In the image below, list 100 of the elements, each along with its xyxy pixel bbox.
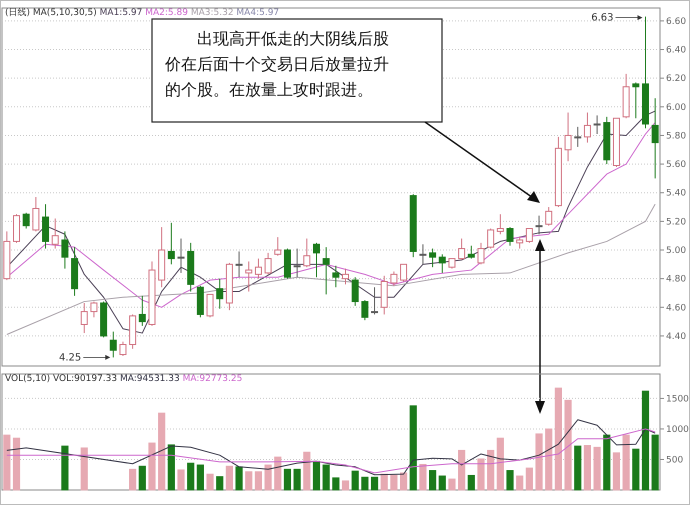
y-tick-label: 6.20: [666, 74, 686, 84]
bar: [361, 476, 368, 490]
candlestick: [564, 112, 572, 162]
bar: [526, 468, 533, 490]
bar: [332, 477, 340, 490]
candlestick: [429, 248, 436, 268]
bar: [342, 480, 350, 490]
candlestick: [487, 228, 494, 250]
bar: [380, 474, 388, 490]
bar: [410, 405, 417, 490]
y-tick-label: 6.00: [666, 102, 686, 113]
bar: [516, 476, 524, 490]
bar: [448, 478, 456, 490]
bar: [535, 433, 543, 490]
bar: [622, 434, 630, 490]
bar: [284, 468, 292, 490]
candlestick: [138, 295, 146, 326]
candlestick: [216, 278, 224, 310]
y-tick-label: 5.00: [666, 246, 686, 256]
candlestick: [536, 215, 543, 235]
candlestick: [448, 258, 456, 270]
bar: [652, 434, 659, 490]
candlestick: [438, 254, 446, 274]
bar: [390, 474, 398, 490]
bar: [545, 428, 552, 490]
bar: [594, 446, 601, 490]
text: MA2:5.89: [145, 8, 191, 18]
text: MA1:5.97: [100, 8, 146, 18]
candlestick: [32, 196, 40, 232]
bar: [206, 474, 214, 490]
y-tick-label: 5.40: [666, 188, 686, 199]
bar: [352, 470, 359, 490]
bar: [216, 476, 224, 490]
candlestick: [22, 212, 30, 230]
bar: [294, 468, 301, 490]
candlestick: [52, 218, 59, 250]
line-series: [6, 419, 656, 476]
candlestick: [594, 114, 601, 135]
candlestick: [468, 245, 475, 260]
bar: [264, 464, 272, 490]
y-tick-label: 5.20: [666, 217, 686, 228]
y-tick-label: 6.60: [666, 16, 686, 27]
bar: [196, 464, 204, 490]
candlestick: [574, 126, 582, 148]
bar: [632, 448, 640, 490]
candlestick: [90, 301, 98, 318]
candlestick: [632, 82, 640, 119]
y-tick-label: 500: [666, 455, 684, 466]
bar: [322, 464, 330, 490]
bar: [129, 468, 136, 490]
y-tick-label: 6.40: [666, 46, 686, 56]
candlestick: [61, 230, 68, 270]
y-tick-label: 1500: [666, 394, 690, 404]
bar: [574, 446, 582, 490]
legend-title: (日线) MA(5,10,30,5): [5, 7, 100, 18]
bar: [642, 390, 650, 490]
bar: [235, 466, 243, 490]
candlestick: [312, 242, 320, 278]
candlestick: [584, 112, 591, 144]
text: MA:94531.33: [120, 374, 183, 384]
bar: [312, 460, 320, 490]
candlestick: [477, 242, 484, 265]
annotation: 4.25: [59, 352, 82, 364]
bar: [477, 458, 485, 490]
annotation: VOL:90197.33: [53, 374, 120, 384]
candlestick: [371, 286, 378, 315]
y-tick-label: 5.80: [666, 131, 686, 142]
bar: [274, 456, 282, 490]
bar: [554, 388, 562, 490]
y-tick-label: 4.80: [666, 274, 686, 285]
bar: [177, 469, 185, 490]
bar: [158, 412, 166, 490]
bar: [80, 447, 88, 490]
candlestick: [506, 226, 514, 246]
line-series: [6, 204, 656, 335]
bar: [612, 452, 620, 490]
candlestick: [352, 276, 359, 306]
bar: [187, 462, 194, 490]
candlestick: [332, 265, 340, 288]
y-tick-label: 1000: [666, 424, 690, 435]
candlestick: [206, 294, 214, 318]
candlestick: [400, 264, 408, 282]
bar: [584, 445, 592, 490]
line-series: [6, 428, 656, 474]
candlestick: [274, 236, 282, 256]
bar: [419, 464, 427, 490]
candlestick: [419, 244, 426, 265]
bar: [458, 450, 466, 490]
bar: [438, 476, 446, 490]
y-tick-label: 4.60: [666, 303, 686, 314]
legend-title: VOL(5,10): [5, 374, 54, 384]
candlestick: [119, 341, 126, 356]
bar: [226, 466, 233, 490]
text: MA3:5.32: [190, 8, 236, 18]
candlestick: [245, 260, 252, 292]
bar: [303, 452, 310, 490]
candlestick: [361, 300, 368, 321]
annotation: 出现高开低走的大阴线后股价在后面十个交易日后放量拉升的个股。在放量上攻时跟进。: [164, 30, 389, 99]
bar: [468, 474, 475, 490]
candlestick: [168, 222, 175, 265]
